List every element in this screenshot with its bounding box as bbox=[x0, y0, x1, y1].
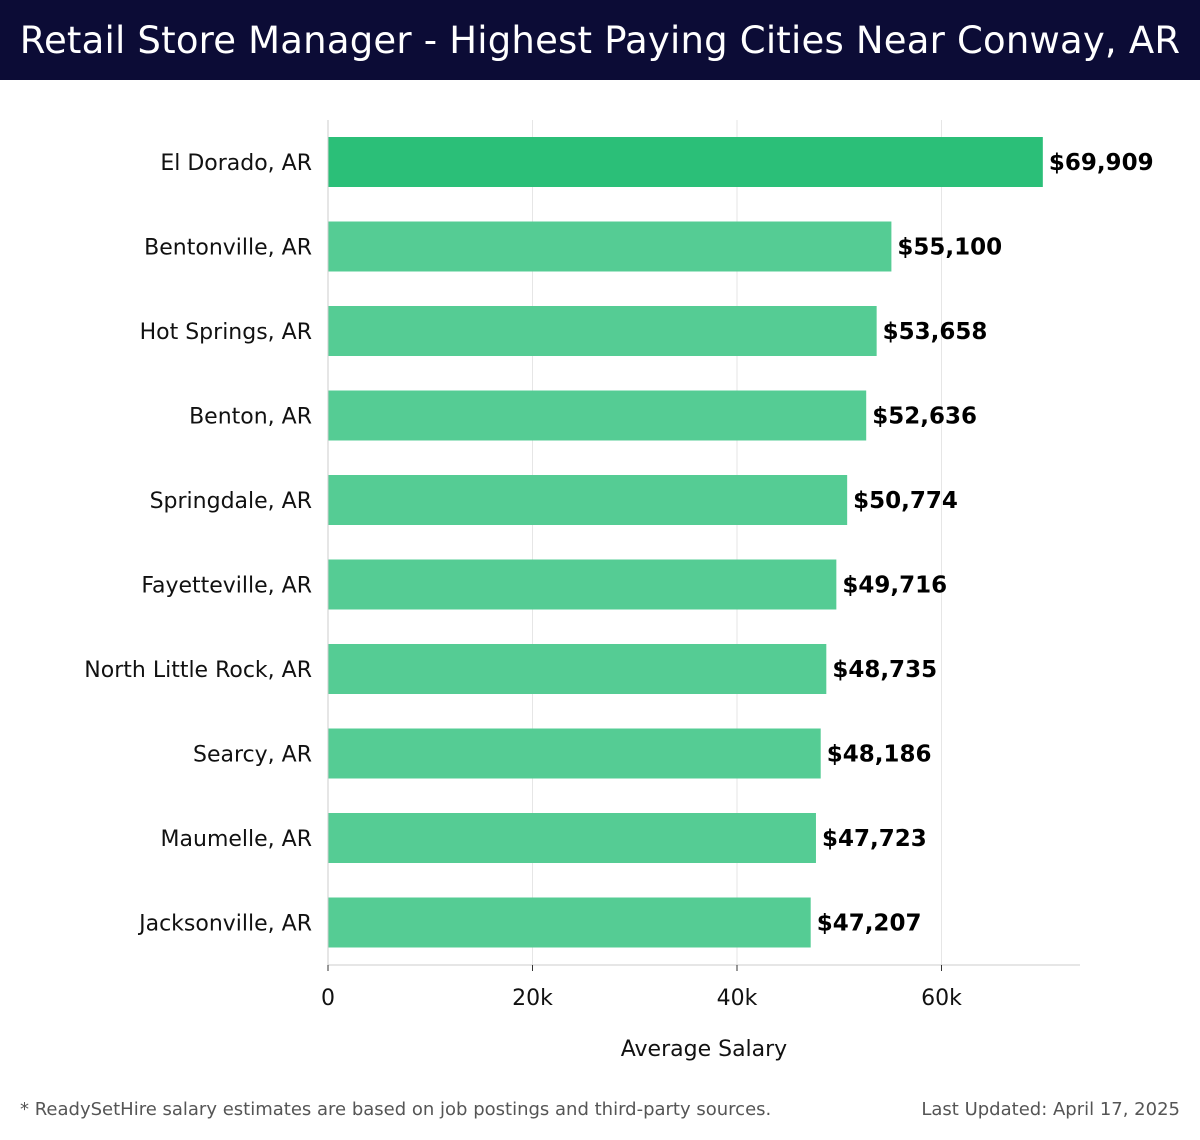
category-label: Jacksonville, AR bbox=[137, 912, 312, 937]
category-label: Benton, AR bbox=[189, 405, 312, 430]
bar bbox=[328, 644, 827, 694]
bar bbox=[328, 728, 821, 779]
bar bbox=[328, 559, 837, 610]
bars bbox=[328, 137, 1043, 948]
x-axis-title: Average Salary bbox=[621, 1037, 787, 1062]
value-label: $48,186 bbox=[827, 742, 932, 768]
value-label: $52,636 bbox=[872, 404, 977, 430]
category-label: North Little Rock, AR bbox=[84, 658, 312, 683]
x-tick-label: 0 bbox=[321, 986, 335, 1011]
value-label: $55,100 bbox=[897, 235, 1002, 261]
bar bbox=[328, 306, 877, 356]
bar bbox=[328, 137, 1043, 187]
salary-bar-chart: 0 20k 40k 60k Average Salary El Dorado, AR $6… bbox=[84, 120, 1154, 1062]
bar bbox=[328, 390, 867, 441]
title-bar: Retail Store Manager - Highest Paying Ci… bbox=[0, 0, 1200, 80]
x-tick-label: 20k bbox=[512, 986, 553, 1011]
category-label: El Dorado, AR bbox=[160, 151, 312, 176]
category-label: Springdale, AR bbox=[150, 489, 312, 514]
labels: El Dorado, AR $69,909 Bentonville, AR $55,1… bbox=[84, 150, 1153, 937]
value-label: $49,716 bbox=[842, 573, 947, 599]
value-label: $50,774 bbox=[853, 488, 958, 514]
category-label: Fayetteville, AR bbox=[141, 574, 312, 599]
category-label: Bentonville, AR bbox=[144, 236, 312, 261]
value-label: $47,207 bbox=[817, 911, 922, 937]
footer-note: * ReadySetHire salary estimates are base… bbox=[20, 1099, 772, 1120]
bar bbox=[328, 221, 892, 272]
bar bbox=[328, 475, 848, 525]
value-label: $69,909 bbox=[1049, 150, 1154, 176]
axes: 0 20k 40k 60k Average Salary bbox=[321, 120, 1080, 1062]
category-label: Hot Springs, AR bbox=[140, 320, 312, 345]
page-title: Retail Store Manager - Highest Paying Ci… bbox=[19, 18, 1181, 62]
value-label: $47,723 bbox=[822, 826, 927, 852]
x-tick-label: 40k bbox=[717, 986, 758, 1011]
value-label: $48,735 bbox=[832, 657, 937, 683]
value-label: $53,658 bbox=[883, 319, 988, 345]
x-tick-label: 60k bbox=[921, 986, 962, 1011]
last-updated: Last Updated: April 17, 2025 bbox=[921, 1099, 1180, 1120]
category-label: Searcy, AR bbox=[193, 743, 312, 768]
bar bbox=[328, 813, 816, 863]
bar bbox=[328, 897, 811, 948]
category-label: Maumelle, AR bbox=[161, 827, 312, 852]
